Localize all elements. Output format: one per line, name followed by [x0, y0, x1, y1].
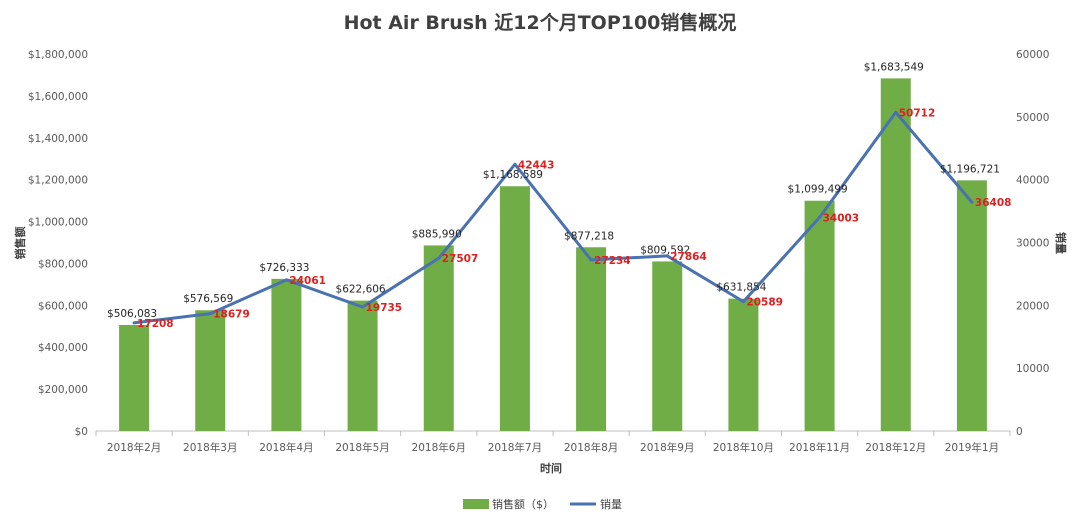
right-tick-label: 30000 — [1016, 238, 1049, 250]
legend: 销售额（$） 销量 — [463, 497, 622, 511]
line-value-label: 42443 — [518, 159, 555, 171]
bar — [652, 261, 683, 431]
sales-line-path — [133, 110, 974, 325]
left-tick-label: $1,600,000 — [28, 91, 88, 103]
x-tick-label: 2018年3月 — [183, 441, 237, 454]
bar-value-label: $1,168,589 — [483, 169, 543, 181]
right-tick-label: 40000 — [1016, 175, 1049, 187]
bar — [804, 200, 835, 431]
right-tick-label: 20000 — [1016, 300, 1049, 312]
sales-line — [132, 110, 974, 325]
bar — [728, 298, 759, 431]
line-point — [894, 110, 898, 114]
x-tick-label: 2018年12月 — [865, 441, 926, 454]
bar — [499, 186, 530, 431]
x-tick-label: 2019年1月 — [945, 441, 999, 454]
line-value-label: 17208 — [137, 318, 174, 330]
bar — [956, 180, 987, 431]
line-point — [437, 256, 441, 260]
bar-value-label: $1,683,549 — [864, 61, 924, 73]
chart-title: Hot Air Brush 近12个月TOP100销售概况 — [344, 11, 737, 34]
x-tick-label: 2018年11月 — [789, 441, 850, 454]
bar — [576, 247, 607, 431]
line-value-label: 34003 — [823, 212, 860, 224]
bar — [119, 325, 150, 431]
bar-value-label: $506,083 — [107, 308, 157, 320]
left-tick-label: $800,000 — [38, 258, 88, 270]
line-point — [970, 200, 974, 204]
bar-value-label: $1,196,721 — [940, 163, 1000, 175]
bar-value-label: $885,990 — [412, 228, 462, 240]
bar — [271, 278, 302, 431]
bar-value-label: $631,854 — [716, 282, 766, 294]
left-tick-label: $600,000 — [38, 300, 88, 312]
line-point — [361, 305, 365, 309]
x-tick-label: 2018年7月 — [488, 441, 542, 454]
x-tick-label: 2018年5月 — [335, 441, 389, 454]
bar-value-label: $877,218 — [564, 230, 614, 242]
left-axis: $0 $200,000 $400,000 $600,000 $800,000 $1,000… — [28, 49, 88, 438]
line-value-labels: 17208 18679 24061 19735 27507 42443 27234 27864… — [137, 107, 1011, 330]
left-tick-label: $0 — [75, 426, 88, 438]
line-point — [589, 258, 593, 262]
line-value-label: 50712 — [899, 107, 936, 119]
left-axis-title: 销售额 — [13, 227, 27, 260]
bar-value-label: $622,606 — [336, 284, 386, 296]
legend-label-revenue: 销售额（$） — [492, 497, 554, 511]
line-value-label: 18679 — [213, 309, 250, 321]
x-tick-label: 2018年2月 — [107, 441, 161, 454]
line-point — [818, 215, 822, 219]
line-value-label: 20589 — [746, 297, 783, 309]
bar-value-label: $809,592 — [640, 244, 690, 256]
line-point — [665, 254, 669, 258]
right-tick-label: 60000 — [1016, 49, 1049, 61]
left-tick-label: $1,800,000 — [28, 49, 88, 61]
x-tick-label: 2018年10月 — [713, 441, 774, 454]
line-point — [741, 300, 745, 304]
line-value-label: 27864 — [670, 251, 707, 263]
x-tick-label: 2018年6月 — [412, 441, 466, 454]
legend-swatch-bar — [463, 499, 489, 509]
right-tick-label: 10000 — [1016, 363, 1049, 375]
bar-value-labels: $506,083 $576,569 $726,333 $622,606 $885,990… — [107, 61, 1000, 320]
left-tick-label: $1,400,000 — [28, 133, 88, 145]
line-value-label: 36408 — [975, 197, 1012, 209]
bar — [423, 245, 454, 431]
left-tick-label: $1,200,000 — [28, 175, 88, 187]
bars — [119, 78, 987, 431]
line-value-label: 27507 — [442, 253, 479, 265]
right-axis-title: 销量 — [1054, 232, 1068, 254]
x-tick-label: 2018年9月 — [640, 441, 694, 454]
line-point — [513, 162, 517, 166]
right-tick-label: 0 — [1016, 426, 1023, 438]
bar-value-label: $1,099,499 — [788, 184, 848, 196]
bar — [880, 78, 911, 431]
x-axis-title: 时间 — [540, 461, 562, 475]
line-point — [208, 312, 212, 316]
left-tick-label: $200,000 — [38, 384, 88, 396]
line-value-label: 27234 — [594, 255, 631, 267]
bar — [195, 310, 226, 431]
line-point — [284, 278, 288, 282]
legend-label-units: 销量 — [600, 497, 622, 511]
left-tick-label: $400,000 — [38, 342, 88, 354]
x-tick-label: 2018年8月 — [564, 441, 618, 454]
x-axis: 2018年2月 2018年3月 2018年4月 2018年5月 2018年6月 2018年… — [95, 430, 1011, 454]
bar-value-label: $576,569 — [183, 293, 233, 305]
right-tick-label: 50000 — [1016, 112, 1049, 124]
x-tick-label: 2018年4月 — [259, 441, 313, 454]
line-point — [132, 321, 136, 325]
line-value-label: 19735 — [366, 302, 403, 314]
line-value-label: 24061 — [289, 275, 326, 287]
right-axis: 0 10000 20000 30000 40000 50000 60000 — [1016, 49, 1049, 438]
bar-value-label: $726,333 — [259, 262, 309, 274]
left-tick-label: $1,000,000 — [28, 217, 88, 229]
bar — [347, 300, 378, 431]
